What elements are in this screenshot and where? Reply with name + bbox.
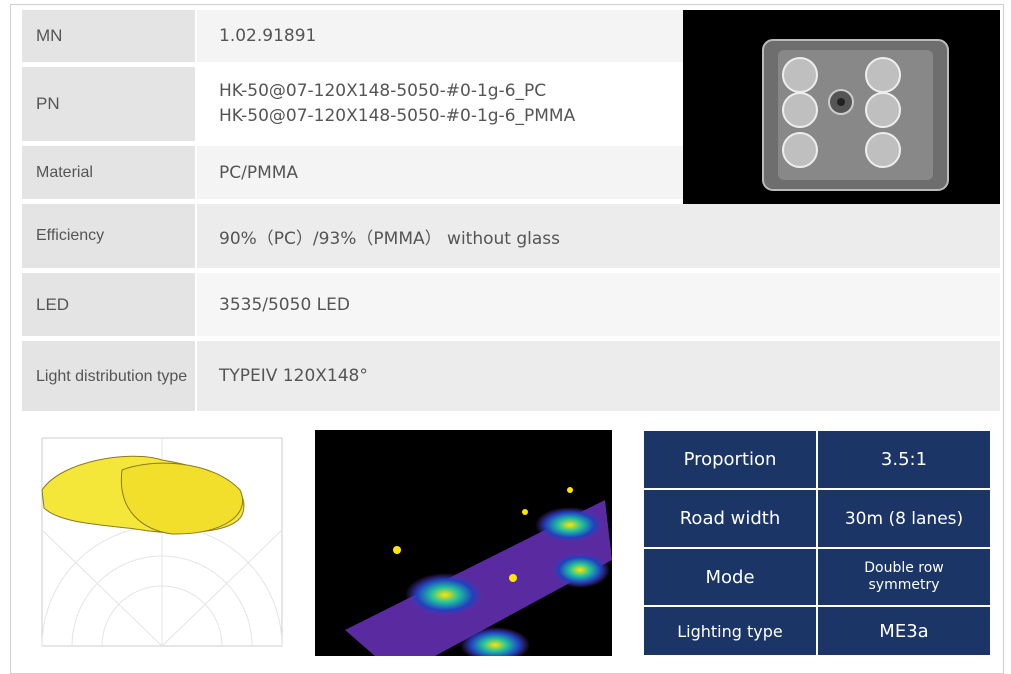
- road-value: 3.5:1: [817, 430, 991, 489]
- pn-line: HK-50@07-120X148-5050-#0-1g-6_PMMA: [219, 106, 576, 126]
- pn-line: HK-50@07-120X148-5050-#0-1g-6_PC: [219, 81, 547, 101]
- row-label: Efficiency: [22, 204, 195, 268]
- row-label: Light distribution type: [22, 341, 195, 411]
- road-label: Lighting type: [643, 606, 817, 656]
- row-value: 1.02.91891: [197, 10, 683, 62]
- road-label: Mode: [643, 548, 817, 606]
- road-label: Road width: [643, 489, 817, 548]
- row-value: TYPEIV 120X148°: [197, 341, 1000, 411]
- road-label: Proportion: [643, 430, 817, 489]
- road-value: ME3a: [817, 606, 991, 656]
- lens-photo: [683, 10, 1000, 215]
- polar-diagram: [41, 437, 283, 647]
- row-label: LED: [22, 273, 195, 336]
- road-value: 30m (8 lanes): [817, 489, 991, 548]
- illuminance-render: [315, 430, 612, 656]
- row-value: PC/PMMA: [197, 146, 683, 199]
- row-value: HK-50@07-120X148-5050-#0-1g-6_PC HK-50@0…: [197, 67, 683, 141]
- row-value: 90%（PC）/93%（PMMA） without glass: [197, 204, 1000, 268]
- row-value: 3535/5050 LED: [197, 273, 1000, 336]
- row-label: PN: [22, 67, 195, 141]
- row-label: MN: [22, 10, 195, 62]
- road-value: Double row symmetry: [817, 548, 991, 606]
- row-label: Material: [22, 146, 195, 199]
